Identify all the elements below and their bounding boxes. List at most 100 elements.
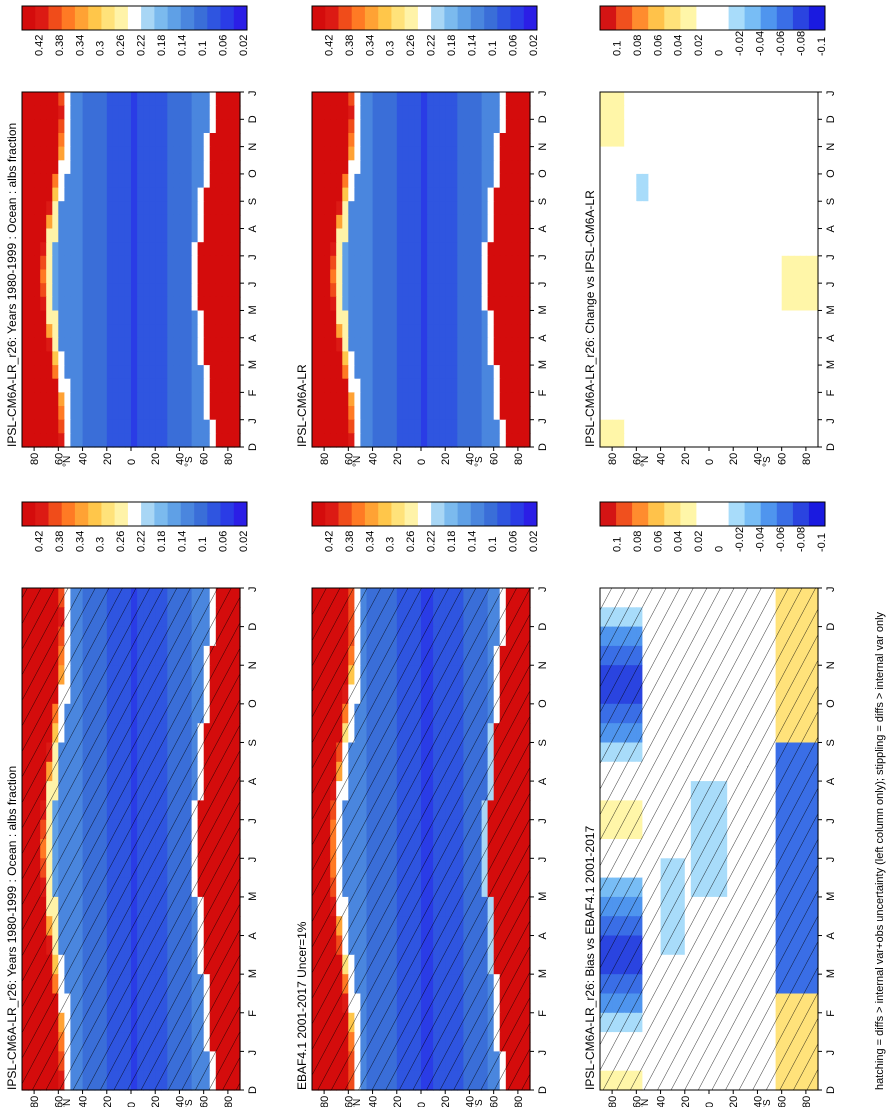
heatmap-cell — [40, 378, 47, 393]
heatmap-cell — [427, 269, 434, 284]
heatmap-cell — [445, 406, 452, 421]
heatmap-cell — [167, 324, 174, 339]
month-tick-label: N — [537, 143, 549, 151]
heatmap-cell — [209, 119, 217, 134]
heatmap-cell — [487, 255, 495, 271]
heatmap-cell — [372, 296, 380, 312]
heatmap-cell — [499, 269, 507, 284]
heatmap-cell — [336, 255, 343, 271]
heatmap-cell — [451, 337, 458, 353]
heatmap-cell — [384, 283, 392, 298]
heatmap-cell — [408, 419, 416, 434]
heatmap-cell — [348, 392, 355, 407]
heatmap-cell — [40, 105, 47, 120]
heatmap-cell — [384, 133, 392, 148]
colorbar-swatch — [470, 6, 485, 30]
heatmap-cell — [445, 378, 452, 393]
heatmap-cell — [118, 92, 126, 107]
heatmap-cell — [131, 173, 138, 189]
heatmap-cell — [179, 310, 187, 325]
heatmap-cell — [414, 419, 422, 434]
heatmap-cell — [227, 365, 235, 380]
heatmap-cell — [106, 242, 114, 257]
colorbar-tick-label: 0.26 — [405, 35, 417, 56]
heatmap-cell — [233, 419, 241, 434]
heatmap-cell — [64, 242, 72, 257]
heatmap-cell — [427, 160, 434, 175]
heatmap-cell — [40, 160, 47, 175]
heatmap-cell — [221, 283, 229, 298]
heatmap-cell — [523, 365, 531, 380]
heatmap-cell — [82, 419, 90, 434]
heatmap-cell — [112, 187, 120, 202]
heatmap-cell — [408, 242, 416, 257]
heatmap-cell — [149, 214, 156, 230]
heatmap-cell — [414, 146, 422, 161]
month-tick-label: N — [247, 143, 259, 151]
lat-tick-label: 60 — [199, 1096, 211, 1107]
heatmap-cell — [330, 310, 337, 325]
heatmap-cell — [209, 269, 217, 284]
month-tick-label: J — [537, 91, 549, 97]
heatmap-cell — [499, 310, 507, 325]
heatmap-cell — [203, 433, 211, 448]
heatmap-cell — [475, 433, 483, 448]
heatmap-cell — [137, 255, 144, 271]
colorbar-swatch — [127, 6, 142, 30]
heatmap-cell — [118, 310, 126, 325]
heatmap-cell — [209, 351, 217, 366]
heatmap-cell — [227, 146, 235, 161]
heatmap-cell — [439, 269, 446, 284]
colorbar-swatch — [312, 6, 326, 30]
heatmap-cell — [427, 228, 434, 243]
heatmap-cell — [517, 433, 525, 448]
heatmap-cell — [112, 378, 120, 393]
heatmap-cell — [336, 160, 343, 175]
lat-tick-label: 60 — [53, 1096, 65, 1107]
heatmap-cell — [517, 269, 525, 284]
heatmap-cell — [167, 365, 174, 380]
heatmap-cell — [336, 337, 343, 353]
heatmap-cell — [445, 419, 452, 434]
heatmap-cell — [167, 173, 174, 189]
heatmap-cell — [209, 406, 217, 421]
colorbar-tick-label: 0.38 — [54, 531, 66, 552]
heatmap-cell — [360, 324, 368, 339]
heatmap-cell — [342, 351, 349, 366]
heatmap-cell — [469, 255, 477, 271]
heatmap-cell — [330, 324, 337, 339]
heatmap-cell — [384, 351, 392, 366]
colorbar-tick-label: 0.22 — [136, 531, 148, 552]
heatmap-cell — [378, 351, 386, 366]
heatmap-cell — [76, 201, 84, 216]
heatmap-cell — [348, 242, 355, 257]
heatmap-cell — [523, 351, 531, 366]
heatmap-cell — [22, 296, 29, 312]
heatmap-cell — [421, 160, 428, 175]
heatmap-cell — [173, 378, 181, 393]
heatmap-cell — [469, 160, 477, 175]
heatmap-cell — [378, 187, 386, 202]
heatmap-cell — [360, 228, 368, 243]
heatmap-cell — [52, 214, 59, 230]
heatmap-cell — [227, 201, 235, 216]
heatmap-cell — [439, 406, 446, 421]
heatmap-cell — [118, 255, 126, 271]
heatmap-cell — [372, 187, 380, 202]
heatmap-cell — [336, 324, 343, 339]
heatmap-cell — [106, 187, 114, 202]
month-tick-label: F — [537, 1010, 549, 1017]
heatmap-cell — [312, 324, 319, 339]
heatmap-cell — [149, 378, 156, 393]
heatmap-cell — [88, 378, 96, 393]
heatmap-cell — [318, 433, 325, 448]
heatmap-cell — [451, 351, 458, 366]
heatmap-cell — [173, 92, 181, 107]
heatmap-cell — [354, 337, 362, 353]
heatmap-cell — [137, 419, 144, 434]
heatmap-cell — [511, 214, 519, 230]
heatmap-cell — [354, 119, 362, 134]
lat-tick-label: 20 — [102, 453, 114, 465]
heatmap-cell — [469, 187, 477, 202]
heatmap-cell — [445, 92, 452, 107]
